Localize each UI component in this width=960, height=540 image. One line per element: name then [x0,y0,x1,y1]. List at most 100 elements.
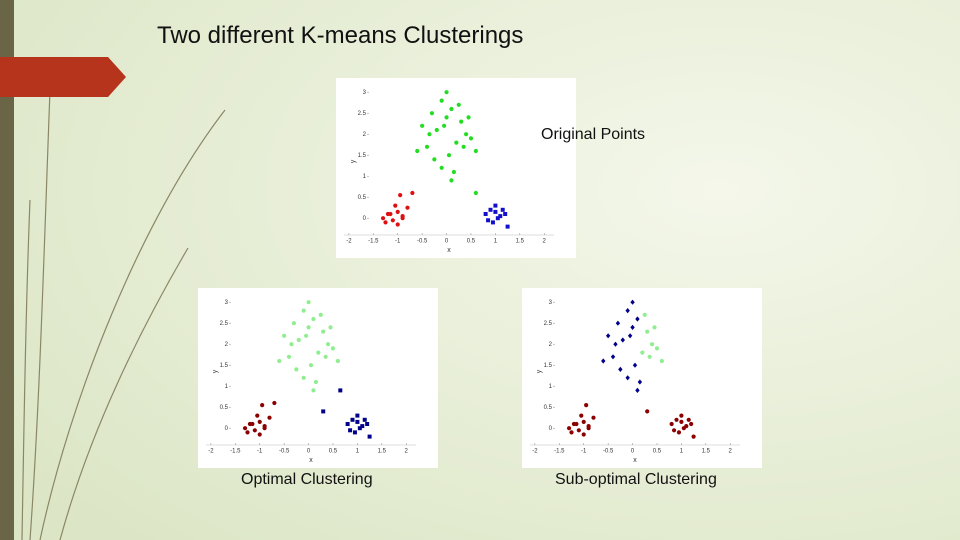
chart-image [336,78,576,258]
point [579,413,584,418]
y-tick-label: 2 [363,132,367,138]
point [255,413,260,418]
point [260,403,265,408]
point [490,220,495,225]
point [449,106,454,112]
point [488,207,493,212]
point [461,144,466,149]
point [632,362,638,368]
point [466,115,471,120]
point [439,98,444,103]
point [398,193,403,198]
y-tick-label: 2.5 [220,321,229,327]
point [503,212,508,216]
point [338,388,343,393]
point [318,312,323,317]
x-tick-label: -1 [395,239,401,245]
point [434,127,439,133]
x-tick-label: 1.5 [516,239,525,245]
point [311,316,316,322]
y-tick-label: 0 [363,216,367,222]
point [454,140,459,145]
point [483,212,488,216]
point [360,424,365,429]
point [439,165,444,170]
point [473,148,478,154]
y-axis-label: y [212,369,219,373]
point [357,426,362,431]
x-tick-label: 1.5 [378,449,387,455]
point [277,358,282,364]
point [569,430,574,435]
point [468,136,474,141]
point [367,434,372,439]
point [345,422,350,426]
x-axis-label: x [633,457,637,464]
point [442,123,447,128]
point [486,218,491,223]
point [348,428,353,433]
point [328,325,333,330]
point [335,358,340,364]
x-tick-label: -2 [532,449,538,455]
point [566,426,572,431]
y-tick-label: 2.5 [358,111,367,117]
x-tick-label: 0.5 [467,239,476,245]
point [323,354,328,359]
point [676,430,682,435]
point [321,329,326,334]
point [350,417,355,422]
point [591,415,596,420]
point [446,153,452,158]
x-axis-label: x [309,457,313,464]
x-tick-label: -0.5 [279,449,290,455]
point [630,299,635,305]
point [250,421,255,427]
point [313,379,318,385]
point [388,211,393,217]
point [605,333,611,339]
x-tick-label: -0.5 [417,239,428,245]
point [390,218,395,223]
x-tick-label: 0.5 [653,449,662,455]
x-tick-label: -1 [581,449,587,455]
x-tick-label: 1 [680,449,684,455]
point [500,207,505,212]
point [671,428,677,433]
point [449,178,454,183]
x-tick-label: -1 [257,449,263,455]
y-tick-label: 0 [225,426,229,432]
y-tick-label: 0 [549,426,553,432]
y-tick-label: 1.5 [220,363,229,369]
scatter-chart: -2 -1.5 -1 -0.5 0 0.5 1 1.5 2 0 0.5 1 1.5 2 2.5 3 x y [336,78,576,258]
point [669,421,674,427]
point [252,428,257,433]
y-tick-label: 0.5 [544,405,553,411]
point [355,413,360,418]
point [652,325,657,330]
point [245,430,250,435]
point [645,409,650,414]
point [257,432,262,437]
point [613,341,618,347]
point [308,363,314,368]
x-tick-label: 1 [494,239,498,245]
point [451,169,456,175]
point [267,415,272,420]
point [432,157,437,162]
point [444,115,449,120]
point [415,148,420,154]
charts: -2 -1.5 -1 -0.5 0 0.5 1 1.5 2 0 0.5 1 1.5 2 2.5 3 x y Orig… [198,78,762,488]
x-axis-label: x [447,247,451,254]
point [420,123,425,128]
y-tick-label: 1 [549,384,553,390]
x-tick-label: 1 [356,449,360,455]
point [463,132,469,137]
x-tick-label: 2 [729,449,733,455]
point [296,337,301,343]
x-tick-label: 0 [631,449,635,455]
x-tick-label: -2 [346,239,352,245]
point [645,329,650,334]
point [635,387,640,393]
x-tick-label: -2 [208,449,214,455]
